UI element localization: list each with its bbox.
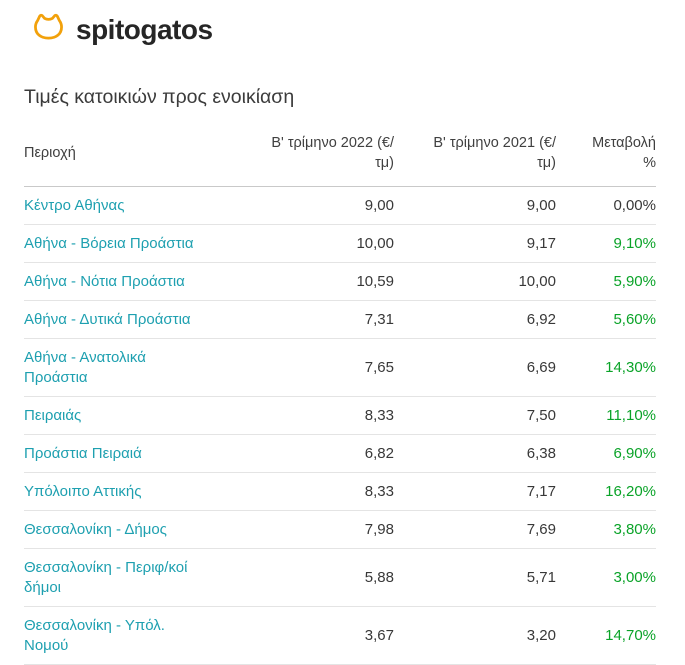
region-cell: Θεσσαλονίκη - Δήμος: [24, 510, 224, 549]
q2021-value: 9,00: [394, 186, 556, 225]
table-row: Θεσσαλονίκη - Υπόλ. Νομού 3,67 3,20 14,7…: [24, 606, 656, 665]
table-row: Κέντρο Αθήνας 9,00 9,00 0,00%: [24, 186, 656, 225]
region-cell: Θεσσαλονίκη - Περιφ/κοί δήμοι: [24, 548, 224, 607]
page: spitogatos Τιμές κατοικιών προς ενοικίασ…: [0, 12, 685, 665]
q2022-value: 7,65: [224, 338, 394, 397]
q2021-value: 9,17: [394, 224, 556, 263]
table-body: Κέντρο Αθήνας 9,00 9,00 0,00% Αθήνα - Βό…: [24, 186, 656, 665]
q2022-value: 7,98: [224, 510, 394, 549]
change-value: 9,10%: [556, 224, 656, 263]
table-row: Αθήνα - Δυτικά Προάστια 7,31 6,92 5,60%: [24, 300, 656, 339]
q2022-value: 5,88: [224, 548, 394, 607]
table-row: Θεσσαλονίκη - Περιφ/κοί δήμοι 5,88 5,71 …: [24, 548, 656, 607]
change-value: 11,10%: [556, 396, 656, 435]
region-link[interactable]: Αθήνα - Βόρεια Προάστια: [24, 234, 194, 252]
q2022-value: 10,00: [224, 224, 394, 263]
brand-name: spitogatos: [76, 14, 213, 45]
region-cell: Αθήνα - Νότια Προάστια: [24, 262, 224, 301]
column-header-region: Περιοχή: [24, 123, 224, 187]
change-value: 14,70%: [556, 606, 656, 665]
logo-link[interactable]: spitogatos: [30, 12, 213, 46]
change-value: 3,00%: [556, 548, 656, 607]
region-cell: Κέντρο Αθήνας: [24, 186, 224, 225]
region-cell: Υπόλοιπο Αττικής: [24, 472, 224, 511]
region-link[interactable]: Υπόλοιπο Αττικής: [24, 482, 142, 500]
region-cell: Αθήνα - Ανατολικά Προάστια: [24, 338, 224, 397]
change-value: 5,60%: [556, 300, 656, 339]
table-row: Υπόλοιπο Αττικής 8,33 7,17 16,20%: [24, 472, 656, 511]
region-link[interactable]: Θεσσαλονίκη - Υπόλ. Νομού: [24, 616, 165, 654]
table-row: Πειραιάς 8,33 7,50 11,10%: [24, 396, 656, 435]
region-link[interactable]: Θεσσαλονίκη - Δήμος: [24, 520, 167, 538]
q2021-value: 10,00: [394, 262, 556, 301]
column-header-change: Μεταβολή %: [556, 123, 656, 187]
q2022-value: 10,59: [224, 262, 394, 301]
region-link[interactable]: Κέντρο Αθήνας: [24, 196, 125, 214]
q2021-value: 7,69: [394, 510, 556, 549]
rent-prices-table: Περιοχή Β' τρίμηνο 2022 (€/ τμ) Β' τρίμη…: [24, 123, 656, 665]
region-cell: Θεσσαλονίκη - Υπόλ. Νομού: [24, 606, 224, 665]
q2022-value: 8,33: [224, 396, 394, 435]
column-header-q2-2022: Β' τρίμηνο 2022 (€/ τμ): [224, 123, 394, 187]
q2021-value: 7,17: [394, 472, 556, 511]
table-row: Θεσσαλονίκη - Δήμος 7,98 7,69 3,80%: [24, 510, 656, 549]
table-row: Αθήνα - Νότια Προάστια 10,59 10,00 5,90%: [24, 262, 656, 301]
region-link[interactable]: Θεσσαλονίκη - Περιφ/κοί δήμοι: [24, 558, 188, 596]
change-value: 5,90%: [556, 262, 656, 301]
q2022-value: 9,00: [224, 186, 394, 225]
q2021-value: 6,69: [394, 338, 556, 397]
q2022-value: 7,31: [224, 300, 394, 339]
q2022-value: 8,33: [224, 472, 394, 511]
q2021-value: 6,38: [394, 434, 556, 473]
table-row: Προάστια Πειραιά 6,82 6,38 6,90%: [24, 434, 656, 473]
region-cell: Αθήνα - Βόρεια Προάστια: [24, 224, 224, 263]
page-title: Τιμές κατοικιών προς ενοικίαση: [24, 86, 295, 108]
table-row: Αθήνα - Βόρεια Προάστια 10,00 9,17 9,10%: [24, 224, 656, 263]
header-row: Περιοχή Β' τρίμηνο 2022 (€/ τμ) Β' τρίμη…: [24, 123, 656, 187]
region-link[interactable]: Αθήνα - Δυτικά Προάστια: [24, 310, 191, 328]
change-value: 14,30%: [556, 338, 656, 397]
q2021-value: 6,92: [394, 300, 556, 339]
change-value: 3,80%: [556, 510, 656, 549]
region-cell: Αθήνα - Δυτικά Προάστια: [24, 300, 224, 339]
change-value: 16,20%: [556, 472, 656, 511]
change-value: 6,90%: [556, 434, 656, 473]
cat-icon: [34, 13, 63, 40]
q2021-value: 3,20: [394, 606, 556, 665]
region-link[interactable]: Αθήνα - Νότια Προάστια: [24, 272, 185, 290]
q2021-value: 7,50: [394, 396, 556, 435]
q2021-value: 5,71: [394, 548, 556, 607]
column-header-q2-2021: Β' τρίμηνο 2021 (€/ τμ): [394, 123, 556, 187]
region-link[interactable]: Προάστια Πειραιά: [24, 444, 142, 462]
region-link[interactable]: Πειραιάς: [24, 406, 82, 424]
table-row: Αθήνα - Ανατολικά Προάστια 7,65 6,69 14,…: [24, 338, 656, 397]
q2022-value: 6,82: [224, 434, 394, 473]
region-cell: Πειραιάς: [24, 396, 224, 435]
change-value: 0,00%: [556, 186, 656, 225]
region-cell: Προάστια Πειραιά: [24, 434, 224, 473]
region-link[interactable]: Αθήνα - Ανατολικά Προάστια: [24, 348, 146, 386]
q2022-value: 3,67: [224, 606, 394, 665]
